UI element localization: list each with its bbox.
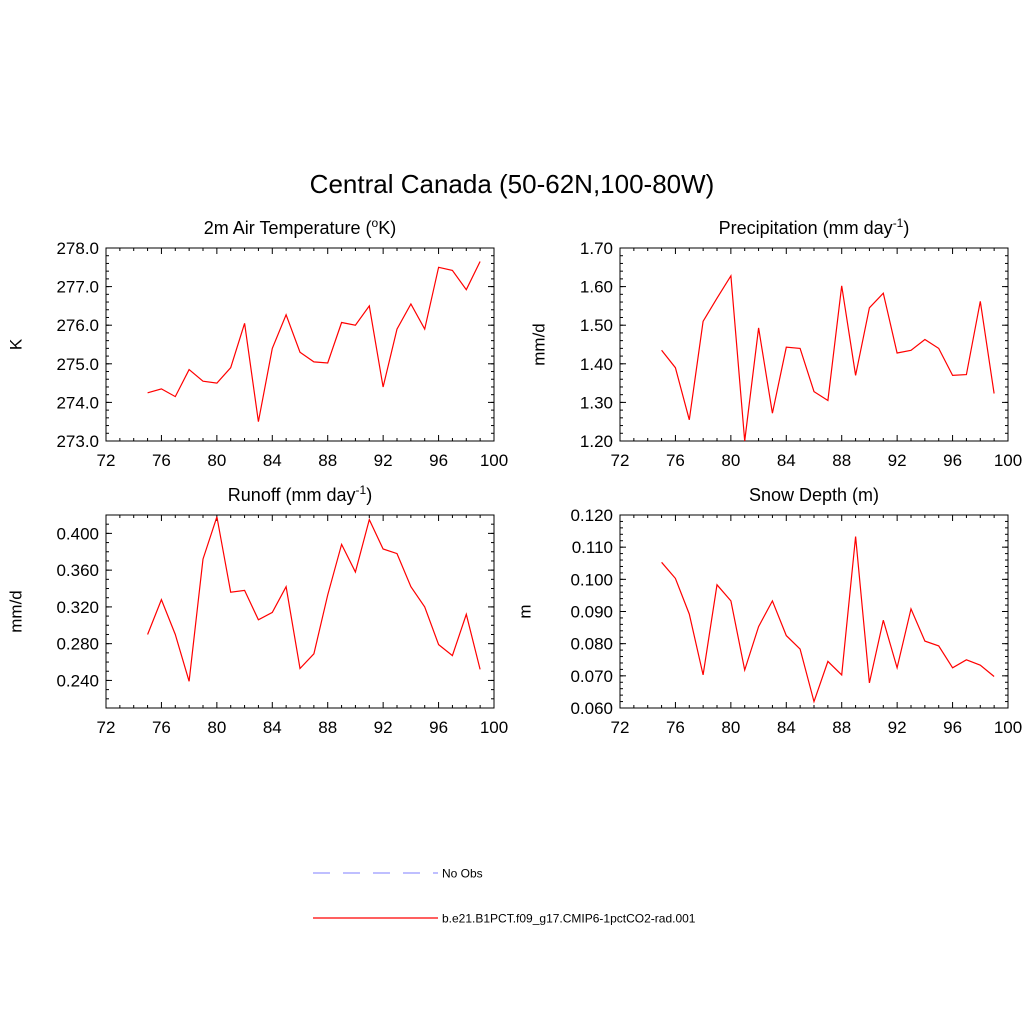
y-tick-label: 273.0 [56, 432, 99, 451]
panel-title-sup: o [372, 216, 379, 230]
x-tick-label: 88 [318, 718, 337, 737]
panel-title: Precipitation (mm day-1) [719, 216, 910, 238]
x-tick-label: 88 [318, 451, 337, 470]
y-tick-label: 1.50 [580, 316, 613, 335]
y-axis-label: mm/d [530, 323, 549, 366]
x-tick-label: 96 [943, 451, 962, 470]
y-axis-label: m [516, 604, 535, 618]
figure-title: Central Canada (50-62N,100-80W) [310, 169, 715, 199]
x-tick-label: 80 [721, 451, 740, 470]
legend-label-no-obs: No Obs [442, 867, 483, 881]
y-tick-label: 0.070 [570, 667, 613, 686]
x-tick-label: 100 [480, 718, 508, 737]
y-axis-label: mm/d [7, 590, 26, 633]
panels: 72 76 80 84 88 92 96 100 273.0 274.0 275.0 276.0 277… [7, 216, 1023, 737]
panel-3: 72 76 80 84 88 92 96 100 0.240 0.280 0.320 0.360 0.4… [7, 483, 509, 737]
legend: No Obs b.e21.B1PCT.f09_g17.CMIP6-1pctCO2… [313, 867, 696, 926]
x-tick-label: 92 [374, 451, 393, 470]
panel-title: Runoff (mm day-1) [228, 483, 372, 505]
x-tick-label: 72 [97, 451, 116, 470]
y-tick-label: 1.20 [580, 432, 613, 451]
x-tick-label: 84 [263, 718, 282, 737]
panel-title-text: Snow Depth (m) [749, 485, 879, 505]
y-tick-label: 275.0 [56, 355, 99, 374]
series-line [147, 261, 481, 422]
x-tick-label: 80 [207, 718, 226, 737]
x-tick-label: 72 [611, 718, 630, 737]
x-tick-label: 84 [263, 451, 282, 470]
y-tick-label: 0.060 [570, 699, 613, 718]
x-tick-label: 80 [207, 451, 226, 470]
x-tick-label: 72 [611, 451, 630, 470]
y-tick-label: 0.120 [570, 506, 613, 525]
x-tick-label: 92 [888, 718, 907, 737]
x-tick-label: 96 [943, 718, 962, 737]
y-tick-label: 0.280 [56, 635, 99, 654]
plot-frame [105, 514, 495, 709]
y-tick-label: 276.0 [56, 316, 99, 335]
x-tick-label: 92 [374, 718, 393, 737]
y-tick-label: 0.320 [56, 598, 99, 617]
panel-title-tail: K) [378, 218, 396, 238]
y-tick-label: 0.100 [570, 570, 613, 589]
panel-title-text: Precipitation (mm day [719, 218, 893, 238]
y-axis-label: K [7, 338, 26, 350]
x-tick-label: 76 [152, 451, 171, 470]
x-tick-label: 76 [666, 718, 685, 737]
y-tick-label: 274.0 [56, 393, 99, 412]
panel-title: Snow Depth (m) [749, 485, 879, 505]
y-tick-label: 0.090 [570, 603, 613, 622]
x-tick-label: 84 [777, 451, 796, 470]
x-tick-label: 100 [994, 451, 1022, 470]
series-line [661, 536, 995, 704]
y-tick-label: 0.360 [56, 561, 99, 580]
series-line [147, 516, 481, 682]
panel-title-end: ) [366, 485, 372, 505]
y-tick-label: 0.080 [570, 635, 613, 654]
series-line [661, 273, 995, 442]
panel-title-sup: -1 [893, 216, 904, 230]
y-tick-label: 1.70 [580, 239, 613, 258]
y-tick-label: 1.40 [580, 355, 613, 374]
panel-title-sup: -1 [356, 483, 367, 497]
x-tick-label: 84 [777, 718, 796, 737]
y-tick-label: 0.400 [56, 524, 99, 543]
panel-2: 72 76 80 84 88 92 96 100 1.20 1.30 1.40 1.50 1.60 1.7… [530, 216, 1023, 470]
x-tick-label: 88 [832, 451, 851, 470]
x-tick-label: 100 [480, 451, 508, 470]
x-tick-label: 96 [429, 718, 448, 737]
plot-frame [619, 247, 1009, 442]
y-tick-label: 278.0 [56, 239, 99, 258]
x-tick-label: 76 [152, 718, 171, 737]
panel-title-text: 2m Air Temperature ( [204, 218, 372, 238]
panel-title-end: ) [903, 218, 909, 238]
x-tick-label: 96 [429, 451, 448, 470]
x-tick-label: 80 [721, 718, 740, 737]
panel-4: 72 76 80 84 88 92 96 100 0.060 0.070 0.080 0.090 0.1… [516, 485, 1023, 737]
panel-title-text: Runoff (mm day [228, 485, 356, 505]
panel-1: 72 76 80 84 88 92 96 100 273.0 274.0 275.0 276.0 277… [7, 216, 509, 470]
y-tick-label: 277.0 [56, 278, 99, 297]
x-tick-label: 88 [832, 718, 851, 737]
panel-title: 2m Air Temperature (oK) [204, 216, 396, 238]
y-tick-label: 0.110 [572, 538, 613, 557]
x-tick-label: 100 [994, 718, 1022, 737]
plot-frame [619, 514, 1009, 709]
plot-frame [105, 247, 495, 442]
y-tick-label: 1.60 [580, 278, 613, 297]
x-tick-label: 92 [888, 451, 907, 470]
x-tick-label: 72 [97, 718, 116, 737]
legend-label-model: b.e21.B1PCT.f09_g17.CMIP6-1pctCO2-rad.00… [442, 912, 696, 926]
y-tick-label: 0.240 [56, 671, 99, 690]
y-tick-label: 1.30 [580, 393, 613, 412]
x-tick-label: 76 [666, 451, 685, 470]
